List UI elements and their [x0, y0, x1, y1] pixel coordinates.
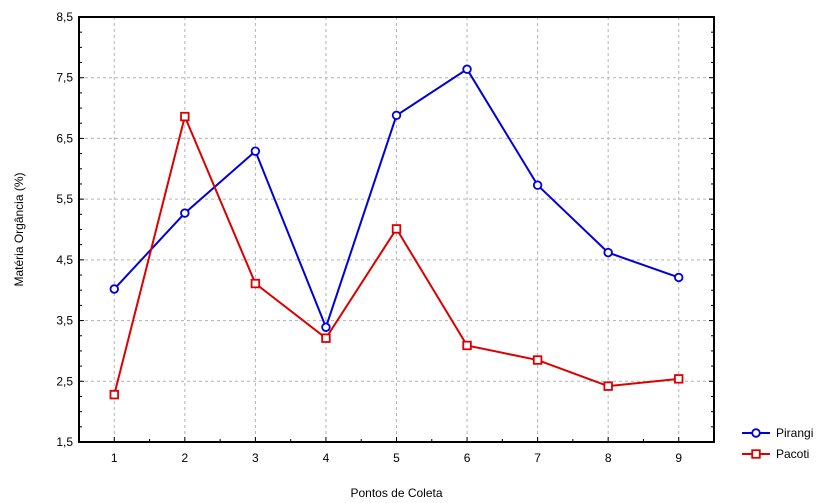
x-tick-label: 6: [464, 451, 471, 465]
y-tick-label: 4,5: [56, 253, 73, 267]
x-tick-label: 3: [252, 451, 259, 465]
y-axis-label: Matéria Orgância (%): [12, 172, 26, 286]
y-tick-label: 3,5: [56, 314, 73, 328]
data-point-marker: [180, 111, 190, 122]
legend-label: Pacoti: [776, 447, 809, 461]
y-tick-label: 5,5: [56, 192, 73, 206]
legend-marker: [751, 428, 761, 438]
data-point-marker: [391, 110, 402, 121]
data-point-marker: [462, 64, 472, 74]
data-point-marker: [462, 340, 472, 351]
series-line: [113, 113, 679, 395]
x-tick-label: 7: [534, 451, 541, 465]
data-point-marker: [532, 180, 543, 190]
y-tick-label: 7,5: [56, 71, 73, 85]
x-tick-label: 8: [605, 451, 612, 465]
y-tick-label: 1,5: [56, 435, 73, 449]
data-point-marker: [250, 278, 261, 289]
legend-label: Pirangi: [776, 426, 813, 440]
x-axis-label: Pontos de Coleta: [350, 486, 442, 500]
data-point-marker: [109, 389, 119, 400]
legend-item-pirangi: Pirangi: [742, 426, 813, 440]
legend-item-pacoti: Pacoti: [742, 447, 809, 461]
data-point-marker: [321, 322, 331, 332]
x-tick-label: 4: [323, 451, 330, 465]
data-point-marker: [321, 333, 331, 343]
data-point-marker: [532, 355, 543, 365]
x-tick-label: 1: [111, 451, 118, 465]
x-tick-label: 5: [393, 451, 400, 465]
series-layer: [109, 64, 684, 400]
data-point-marker: [674, 272, 684, 283]
x-tick-label: 2: [181, 451, 188, 465]
data-point-marker: [250, 146, 261, 156]
data-point-marker: [674, 374, 684, 384]
y-tick-label: 2,5: [56, 374, 73, 388]
data-point-marker: [109, 284, 119, 294]
grid-lines: [79, 17, 714, 442]
data-point-marker: [603, 247, 613, 258]
axis-ticks: 1 2 3 4 5 6 7 8 9 1,5 2,5 3,5 4,5 5,5 6,5 7,5 8,5: [56, 10, 714, 465]
data-point-marker: [603, 381, 613, 391]
legend: Pirangi Pacoti: [742, 426, 813, 461]
y-tick-label: 8,5: [56, 10, 73, 24]
legend-marker: [751, 449, 761, 459]
y-tick-label: 6,5: [56, 131, 73, 145]
series-pacoti: [109, 111, 684, 400]
series-pirangi: [109, 64, 684, 332]
data-point-marker: [391, 224, 402, 234]
data-point-marker: [180, 208, 190, 218]
x-tick-label: 9: [675, 451, 682, 465]
